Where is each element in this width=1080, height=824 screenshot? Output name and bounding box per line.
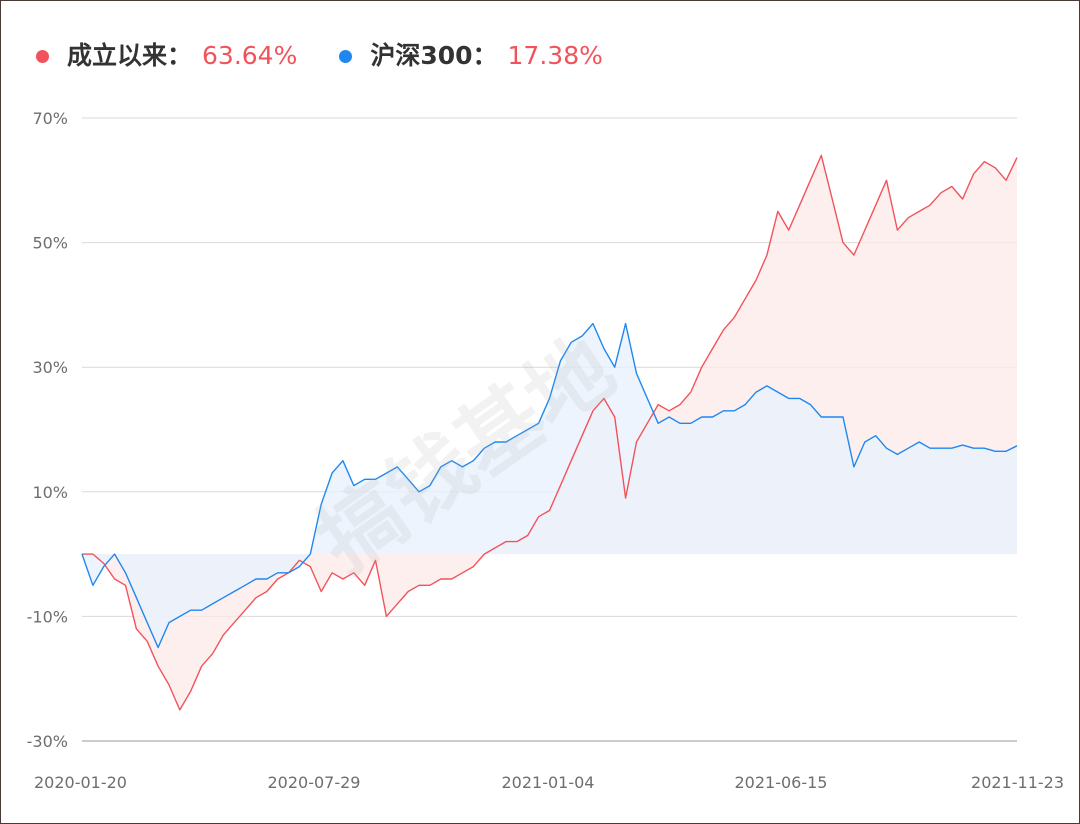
x-tick-label: 2020-01-20 <box>34 773 127 792</box>
legend-dot-fund <box>36 49 49 63</box>
legend-label-hs300: 沪深300： <box>370 41 498 70</box>
y-axis-tick-labels: -30% -10% 10% 30% 50% 70% <box>27 109 68 751</box>
y-tick-label: -10% <box>27 607 68 626</box>
y-tick-label: -30% <box>27 732 68 751</box>
series-line-fund[interactable] <box>82 154 1018 711</box>
x-tick-label: 2021-01-04 <box>502 773 595 792</box>
x-axis-tick-labels: 2020-01-20 2020-07-29 2021-01-04 2021-06-15… <box>34 773 1064 792</box>
legend-value-fund: 63.64% <box>202 41 298 70</box>
legend-value-hs300: 17.38% <box>507 41 603 70</box>
x-tick-label: 2021-06-15 <box>735 773 828 792</box>
area-fills <box>82 155 1017 710</box>
area-fill-hs300 <box>82 323 1017 648</box>
legend-item-fund[interactable]: 成立以来： 63.64% <box>36 36 297 76</box>
x-tick-label: 2020-07-29 <box>268 773 361 792</box>
legend-dot-hs300 <box>339 49 353 63</box>
x-tick-label: 2021-11-23 <box>971 773 1064 792</box>
legend-item-hs300[interactable]: 沪深300： 17.38% <box>339 36 603 76</box>
chart-legend: 成立以来： 63.64% 沪深300： 17.38% <box>36 36 645 76</box>
y-tick-label: 10% <box>32 483 68 502</box>
y-tick-label: 70% <box>32 109 68 128</box>
series-line-hs300[interactable] <box>81 322 1018 649</box>
legend-label-fund: 成立以来： <box>67 41 193 70</box>
y-tick-label: 30% <box>32 358 68 377</box>
y-tick-label: 50% <box>32 234 68 253</box>
series-lines[interactable] <box>81 154 1018 711</box>
area-fill-fund <box>82 155 1017 710</box>
